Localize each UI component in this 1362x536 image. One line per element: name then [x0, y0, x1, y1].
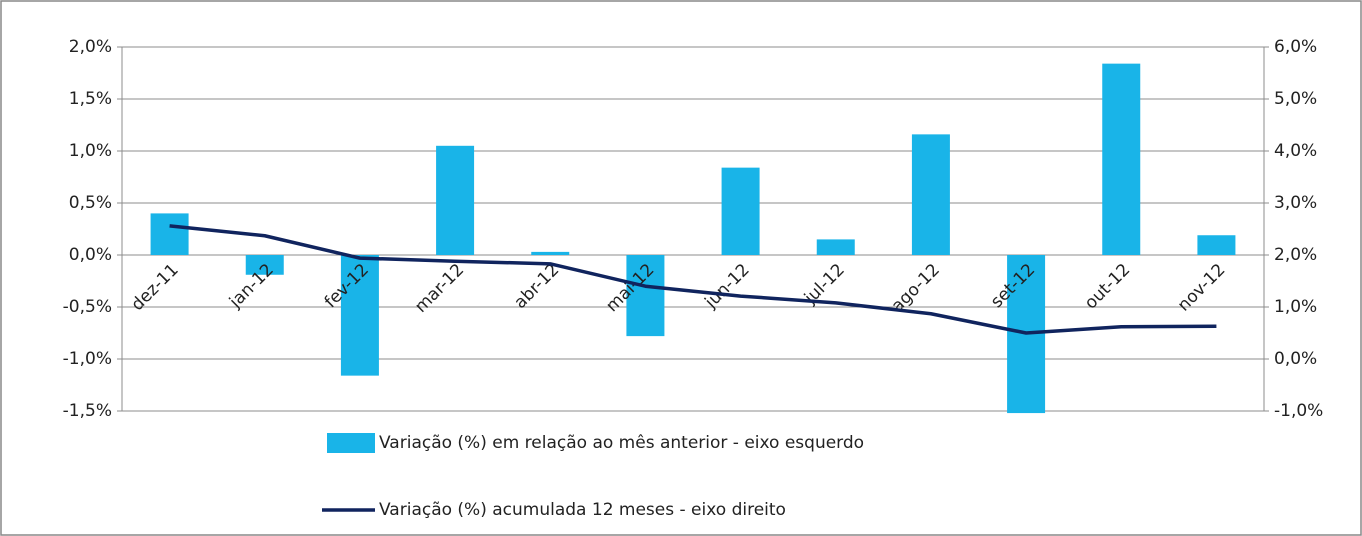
bar	[150, 213, 189, 255]
bar	[1102, 63, 1141, 255]
bar	[531, 251, 570, 255]
bar	[1197, 235, 1236, 255]
y2-tick-label: 5,0%	[1274, 89, 1317, 109]
y2-tick-label: 3,0%	[1274, 193, 1317, 213]
bar	[911, 134, 950, 255]
legend-label: Variação (%) acumulada 12 meses - eixo d…	[379, 500, 786, 520]
line-series	[169, 224, 1217, 335]
y2-tick-label: 0,0%	[1274, 349, 1317, 369]
y2-tick-label: 1,0%	[1274, 297, 1317, 317]
bar	[816, 239, 855, 255]
bar	[436, 145, 475, 255]
y-tick-label: -1,5%	[63, 401, 112, 421]
bar	[721, 167, 760, 255]
y-tick-label: 0,5%	[69, 193, 112, 213]
y-tick-label: 1,5%	[69, 89, 112, 109]
y-tick-label: -0,5%	[63, 297, 112, 317]
y-tick-label: 2,0%	[69, 37, 112, 57]
legend-label: Variação (%) em relação ao mês anterior …	[379, 433, 864, 453]
bar	[340, 255, 379, 376]
y-tick-label: -1,0%	[63, 349, 112, 369]
legend-swatch	[327, 433, 375, 453]
y2-tick-label: 4,0%	[1274, 141, 1317, 161]
bar	[626, 255, 665, 337]
y-tick-label: 1,0%	[69, 141, 112, 161]
bar	[245, 255, 284, 275]
y2-tick-label: -1,0%	[1274, 401, 1323, 421]
y2-tick-label: 2,0%	[1274, 245, 1317, 265]
y2-tick-label: 6,0%	[1274, 37, 1317, 57]
y-tick-label: 0,0%	[69, 245, 112, 265]
